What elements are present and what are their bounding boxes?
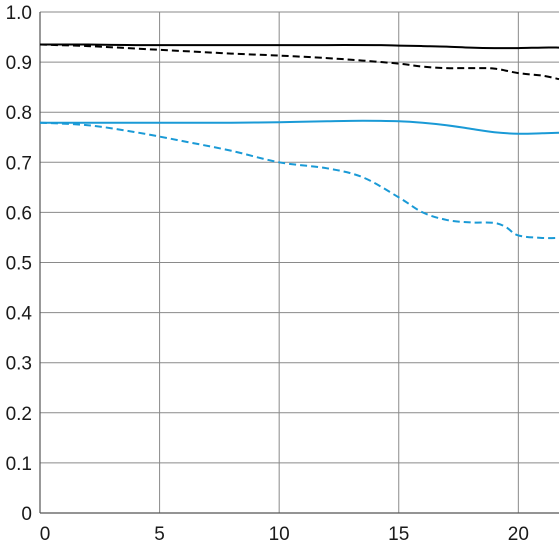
y-tick-label: 0.8	[6, 103, 32, 124]
grid	[39, 11, 559, 514]
x-tick-label: 0	[40, 524, 51, 542]
axes	[39, 12, 559, 514]
y-tick-label: 0.6	[6, 203, 32, 224]
y-tick-label: 0.9	[6, 53, 32, 74]
x-tick-labels: 0 5 10 15 20	[40, 524, 529, 542]
y-tick-label: 0.2	[6, 404, 32, 425]
x-tick-label: 5	[154, 524, 165, 542]
blue-solid-series-line	[40, 119, 560, 135]
black-dashed-series-line	[39, 43, 560, 81]
y-tick-label: 0.5	[6, 254, 32, 275]
series-lines	[39, 43, 560, 240]
y-tick-label: 1.0	[6, 3, 32, 24]
y-tick-label: 0.4	[6, 304, 33, 325]
y-tick-label: 0.7	[6, 153, 32, 174]
y-tick-label: 0.3	[6, 354, 32, 375]
y-tick-labels: 0 0.1 0.2 0.3 0.4 0.5 0.6 0.7 0.8 0.9 1.0	[6, 3, 33, 525]
black-solid-series-line	[39, 43, 560, 50]
x-tick-label: 20	[508, 524, 529, 542]
x-tick-label: 15	[388, 524, 409, 542]
y-tick-label: 0	[21, 504, 32, 525]
blue-dashed-series-line	[39, 121, 560, 240]
y-tick-label: 0.1	[6, 454, 32, 475]
x-tick-label: 10	[269, 524, 290, 542]
